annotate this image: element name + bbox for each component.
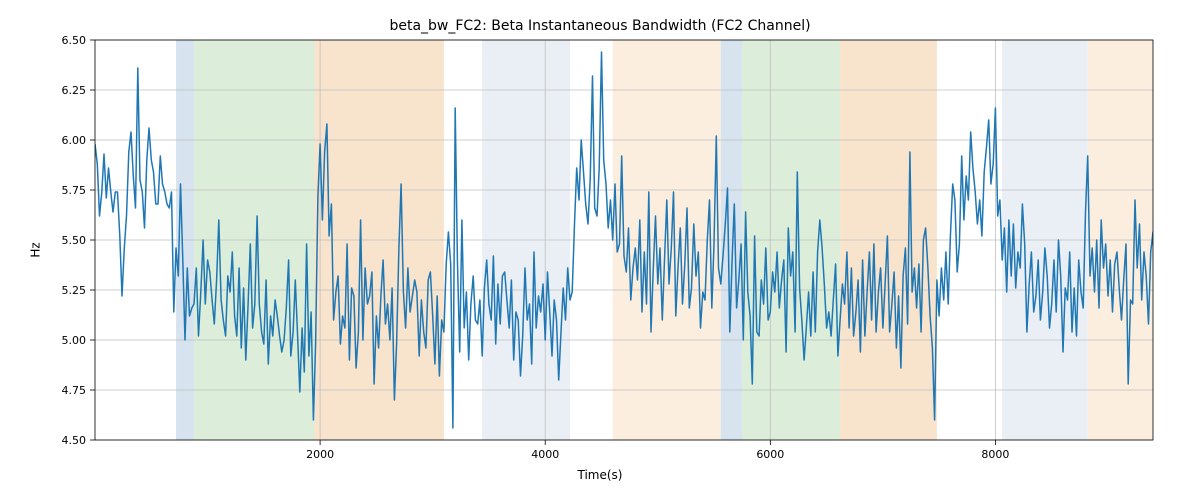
- x-axis-label: Time(s): [0, 468, 1200, 482]
- y-tick-label: 6.50: [62, 34, 87, 47]
- y-tick-label: 5.50: [62, 234, 87, 247]
- x-tick-label: 6000: [756, 448, 784, 461]
- y-tick-label: 6.00: [62, 134, 87, 147]
- y-tick-label: 5.00: [62, 334, 87, 347]
- y-tick-label: 4.50: [62, 434, 87, 447]
- y-tick-label: 5.25: [62, 284, 87, 297]
- figure: beta_bw_FC2: Beta Instantaneous Bandwidt…: [0, 0, 1200, 500]
- x-tick-label: 4000: [531, 448, 559, 461]
- line-chart: 4.50 4.75 5.00 5.25 5.50 5.75 6.00 6.25 6.50 2000…: [0, 0, 1200, 500]
- x-tick-label: 2000: [306, 448, 334, 461]
- x-tick-label: 8000: [981, 448, 1009, 461]
- chart-title: beta_bw_FC2: Beta Instantaneous Bandwidt…: [0, 18, 1200, 34]
- y-tick-label: 4.75: [62, 384, 87, 397]
- y-tick-label: 6.25: [62, 84, 87, 97]
- y-axis-label: Hz: [29, 242, 43, 257]
- y-tick-label: 5.75: [62, 184, 87, 197]
